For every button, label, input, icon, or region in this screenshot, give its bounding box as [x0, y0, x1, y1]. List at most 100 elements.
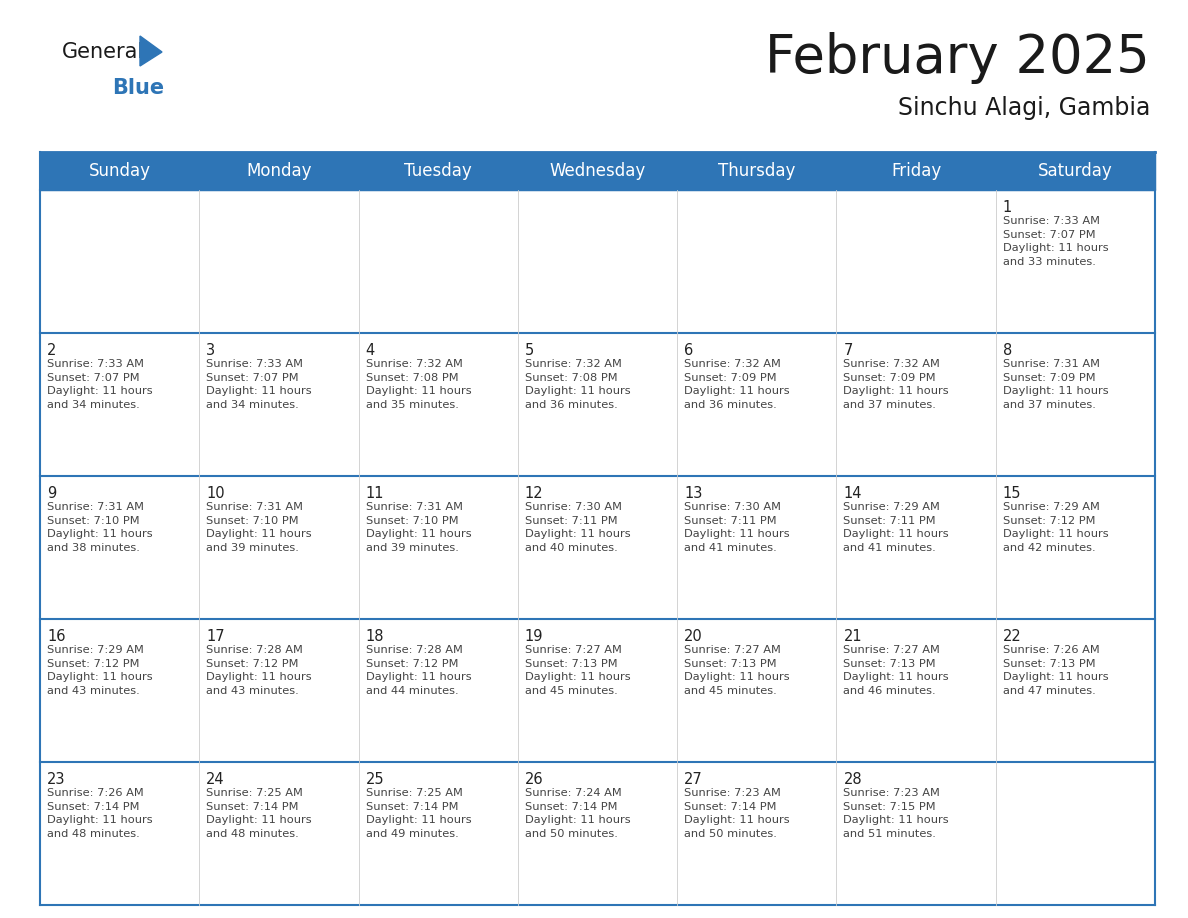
- Text: Sunrise: 7:32 AM
Sunset: 7:08 PM
Daylight: 11 hours
and 36 minutes.: Sunrise: 7:32 AM Sunset: 7:08 PM Dayligh…: [525, 359, 631, 409]
- Bar: [40, 762, 200, 905]
- Text: Sunrise: 7:25 AM
Sunset: 7:14 PM
Daylight: 11 hours
and 49 minutes.: Sunrise: 7:25 AM Sunset: 7:14 PM Dayligh…: [366, 788, 472, 839]
- Text: Sunrise: 7:28 AM
Sunset: 7:12 PM
Daylight: 11 hours
and 43 minutes.: Sunrise: 7:28 AM Sunset: 7:12 PM Dayligh…: [207, 645, 312, 696]
- Text: 13: 13: [684, 486, 702, 501]
- Text: Sunrise: 7:26 AM
Sunset: 7:14 PM
Daylight: 11 hours
and 48 minutes.: Sunrise: 7:26 AM Sunset: 7:14 PM Dayligh…: [48, 788, 152, 839]
- Text: 18: 18: [366, 629, 384, 644]
- Text: February 2025: February 2025: [765, 32, 1150, 84]
- Bar: [996, 333, 1155, 476]
- Text: Sunrise: 7:23 AM
Sunset: 7:15 PM
Daylight: 11 hours
and 51 minutes.: Sunrise: 7:23 AM Sunset: 7:15 PM Dayligh…: [843, 788, 949, 839]
- Bar: [40, 476, 200, 619]
- Text: 2: 2: [48, 343, 56, 358]
- Text: Sunrise: 7:33 AM
Sunset: 7:07 PM
Daylight: 11 hours
and 33 minutes.: Sunrise: 7:33 AM Sunset: 7:07 PM Dayligh…: [1003, 216, 1108, 267]
- Bar: [40, 333, 200, 476]
- Text: Sunrise: 7:30 AM
Sunset: 7:11 PM
Daylight: 11 hours
and 41 minutes.: Sunrise: 7:30 AM Sunset: 7:11 PM Dayligh…: [684, 502, 790, 553]
- Text: 25: 25: [366, 772, 384, 787]
- Text: 15: 15: [1003, 486, 1022, 501]
- Text: Sunrise: 7:28 AM
Sunset: 7:12 PM
Daylight: 11 hours
and 44 minutes.: Sunrise: 7:28 AM Sunset: 7:12 PM Dayligh…: [366, 645, 472, 696]
- Text: Sunrise: 7:31 AM
Sunset: 7:09 PM
Daylight: 11 hours
and 37 minutes.: Sunrise: 7:31 AM Sunset: 7:09 PM Dayligh…: [1003, 359, 1108, 409]
- Bar: [200, 476, 359, 619]
- Text: 4: 4: [366, 343, 375, 358]
- Text: 8: 8: [1003, 343, 1012, 358]
- Bar: [359, 190, 518, 333]
- Text: General: General: [62, 42, 144, 62]
- Text: 5: 5: [525, 343, 535, 358]
- Bar: [518, 619, 677, 762]
- Bar: [836, 190, 996, 333]
- Text: Sunrise: 7:27 AM
Sunset: 7:13 PM
Daylight: 11 hours
and 46 minutes.: Sunrise: 7:27 AM Sunset: 7:13 PM Dayligh…: [843, 645, 949, 696]
- Text: Sunrise: 7:31 AM
Sunset: 7:10 PM
Daylight: 11 hours
and 39 minutes.: Sunrise: 7:31 AM Sunset: 7:10 PM Dayligh…: [207, 502, 312, 553]
- Text: 20: 20: [684, 629, 703, 644]
- Bar: [518, 190, 677, 333]
- Bar: [836, 762, 996, 905]
- Bar: [677, 333, 836, 476]
- Bar: [40, 152, 1155, 190]
- Bar: [200, 619, 359, 762]
- Text: 28: 28: [843, 772, 862, 787]
- Text: Sunrise: 7:29 AM
Sunset: 7:12 PM
Daylight: 11 hours
and 43 minutes.: Sunrise: 7:29 AM Sunset: 7:12 PM Dayligh…: [48, 645, 152, 696]
- Text: Sunrise: 7:23 AM
Sunset: 7:14 PM
Daylight: 11 hours
and 50 minutes.: Sunrise: 7:23 AM Sunset: 7:14 PM Dayligh…: [684, 788, 790, 839]
- Bar: [518, 762, 677, 905]
- Bar: [200, 333, 359, 476]
- Text: Sunrise: 7:31 AM
Sunset: 7:10 PM
Daylight: 11 hours
and 38 minutes.: Sunrise: 7:31 AM Sunset: 7:10 PM Dayligh…: [48, 502, 152, 553]
- Text: Sunrise: 7:33 AM
Sunset: 7:07 PM
Daylight: 11 hours
and 34 minutes.: Sunrise: 7:33 AM Sunset: 7:07 PM Dayligh…: [207, 359, 312, 409]
- Text: Sunrise: 7:32 AM
Sunset: 7:09 PM
Daylight: 11 hours
and 36 minutes.: Sunrise: 7:32 AM Sunset: 7:09 PM Dayligh…: [684, 359, 790, 409]
- Text: 1: 1: [1003, 200, 1012, 215]
- Bar: [359, 333, 518, 476]
- Bar: [996, 190, 1155, 333]
- Text: Sunrise: 7:29 AM
Sunset: 7:11 PM
Daylight: 11 hours
and 41 minutes.: Sunrise: 7:29 AM Sunset: 7:11 PM Dayligh…: [843, 502, 949, 553]
- Text: Sunrise: 7:25 AM
Sunset: 7:14 PM
Daylight: 11 hours
and 48 minutes.: Sunrise: 7:25 AM Sunset: 7:14 PM Dayligh…: [207, 788, 312, 839]
- Bar: [836, 476, 996, 619]
- Text: Blue: Blue: [112, 78, 164, 98]
- Bar: [836, 333, 996, 476]
- Text: 27: 27: [684, 772, 703, 787]
- Bar: [677, 762, 836, 905]
- Text: Saturday: Saturday: [1038, 162, 1113, 180]
- Text: 11: 11: [366, 486, 384, 501]
- Text: Monday: Monday: [246, 162, 311, 180]
- Bar: [40, 619, 200, 762]
- Bar: [518, 333, 677, 476]
- Bar: [996, 762, 1155, 905]
- Bar: [996, 476, 1155, 619]
- Bar: [359, 762, 518, 905]
- Text: Thursday: Thursday: [718, 162, 796, 180]
- Text: 19: 19: [525, 629, 543, 644]
- Text: Sunrise: 7:29 AM
Sunset: 7:12 PM
Daylight: 11 hours
and 42 minutes.: Sunrise: 7:29 AM Sunset: 7:12 PM Dayligh…: [1003, 502, 1108, 553]
- Text: Sunrise: 7:32 AM
Sunset: 7:09 PM
Daylight: 11 hours
and 37 minutes.: Sunrise: 7:32 AM Sunset: 7:09 PM Dayligh…: [843, 359, 949, 409]
- Text: Tuesday: Tuesday: [404, 162, 472, 180]
- Text: Sunrise: 7:30 AM
Sunset: 7:11 PM
Daylight: 11 hours
and 40 minutes.: Sunrise: 7:30 AM Sunset: 7:11 PM Dayligh…: [525, 502, 631, 553]
- Text: 7: 7: [843, 343, 853, 358]
- Text: Friday: Friday: [891, 162, 941, 180]
- Bar: [677, 619, 836, 762]
- Text: Sunrise: 7:32 AM
Sunset: 7:08 PM
Daylight: 11 hours
and 35 minutes.: Sunrise: 7:32 AM Sunset: 7:08 PM Dayligh…: [366, 359, 472, 409]
- Text: Sunrise: 7:31 AM
Sunset: 7:10 PM
Daylight: 11 hours
and 39 minutes.: Sunrise: 7:31 AM Sunset: 7:10 PM Dayligh…: [366, 502, 472, 553]
- Bar: [677, 476, 836, 619]
- Bar: [200, 762, 359, 905]
- Text: 14: 14: [843, 486, 862, 501]
- Text: 9: 9: [48, 486, 56, 501]
- Text: 17: 17: [207, 629, 225, 644]
- Text: Sunrise: 7:27 AM
Sunset: 7:13 PM
Daylight: 11 hours
and 45 minutes.: Sunrise: 7:27 AM Sunset: 7:13 PM Dayligh…: [684, 645, 790, 696]
- Text: Sunrise: 7:27 AM
Sunset: 7:13 PM
Daylight: 11 hours
and 45 minutes.: Sunrise: 7:27 AM Sunset: 7:13 PM Dayligh…: [525, 645, 631, 696]
- Polygon shape: [140, 36, 162, 66]
- Text: 24: 24: [207, 772, 225, 787]
- Bar: [996, 619, 1155, 762]
- Bar: [200, 190, 359, 333]
- Text: 22: 22: [1003, 629, 1022, 644]
- Bar: [677, 190, 836, 333]
- Bar: [518, 476, 677, 619]
- Text: 26: 26: [525, 772, 543, 787]
- Text: 23: 23: [48, 772, 65, 787]
- Text: Sunrise: 7:33 AM
Sunset: 7:07 PM
Daylight: 11 hours
and 34 minutes.: Sunrise: 7:33 AM Sunset: 7:07 PM Dayligh…: [48, 359, 152, 409]
- Text: 16: 16: [48, 629, 65, 644]
- Bar: [836, 619, 996, 762]
- Bar: [359, 476, 518, 619]
- Text: Sinchu Alagi, Gambia: Sinchu Alagi, Gambia: [898, 96, 1150, 120]
- Bar: [40, 190, 200, 333]
- Text: 21: 21: [843, 629, 862, 644]
- Text: 10: 10: [207, 486, 225, 501]
- Text: Sunrise: 7:24 AM
Sunset: 7:14 PM
Daylight: 11 hours
and 50 minutes.: Sunrise: 7:24 AM Sunset: 7:14 PM Dayligh…: [525, 788, 631, 839]
- Text: Sunrise: 7:26 AM
Sunset: 7:13 PM
Daylight: 11 hours
and 47 minutes.: Sunrise: 7:26 AM Sunset: 7:13 PM Dayligh…: [1003, 645, 1108, 696]
- Bar: [359, 619, 518, 762]
- Text: 6: 6: [684, 343, 694, 358]
